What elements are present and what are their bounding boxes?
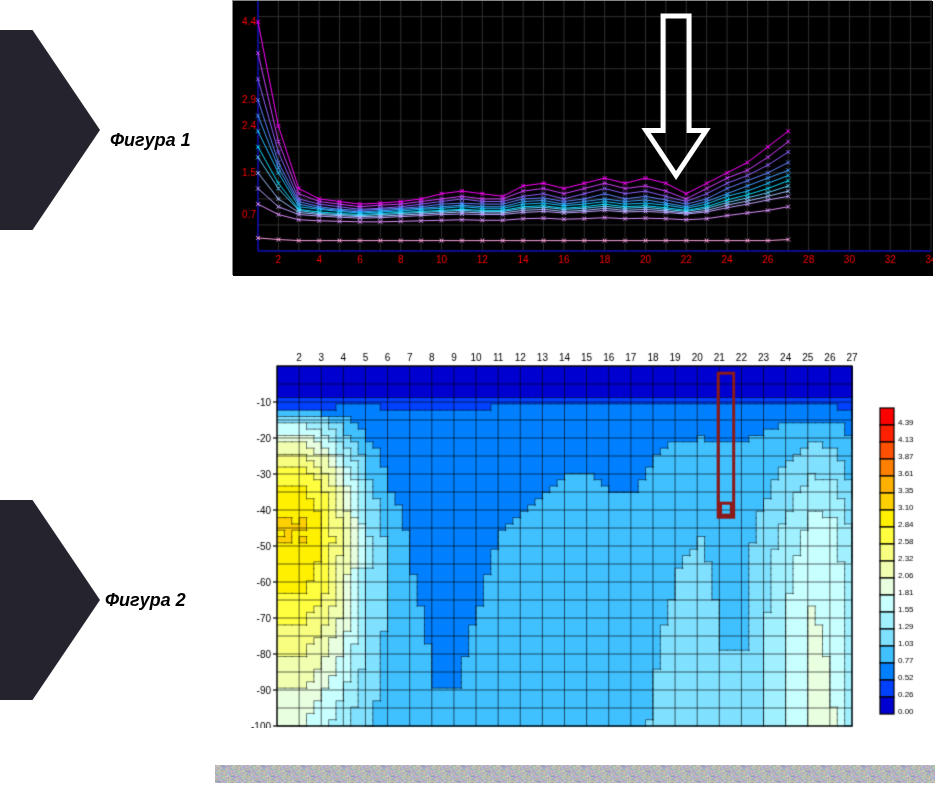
- figure-2-heatmap: [232, 348, 932, 728]
- figure-1-caption: Фигура 1: [110, 130, 191, 151]
- chevron-decorator-1: [0, 30, 100, 230]
- figure-1-canvas: [233, 1, 933, 276]
- page-root: { "layout": { "chevron1": {"top": 30, "l…: [0, 0, 940, 788]
- figure-1-line-chart: [232, 0, 932, 275]
- figure-2-caption: Фигура 2: [105, 590, 186, 611]
- figure-2-canvas: [232, 348, 932, 728]
- noise-strip: [215, 765, 935, 783]
- chevron-decorator-2: [0, 500, 100, 700]
